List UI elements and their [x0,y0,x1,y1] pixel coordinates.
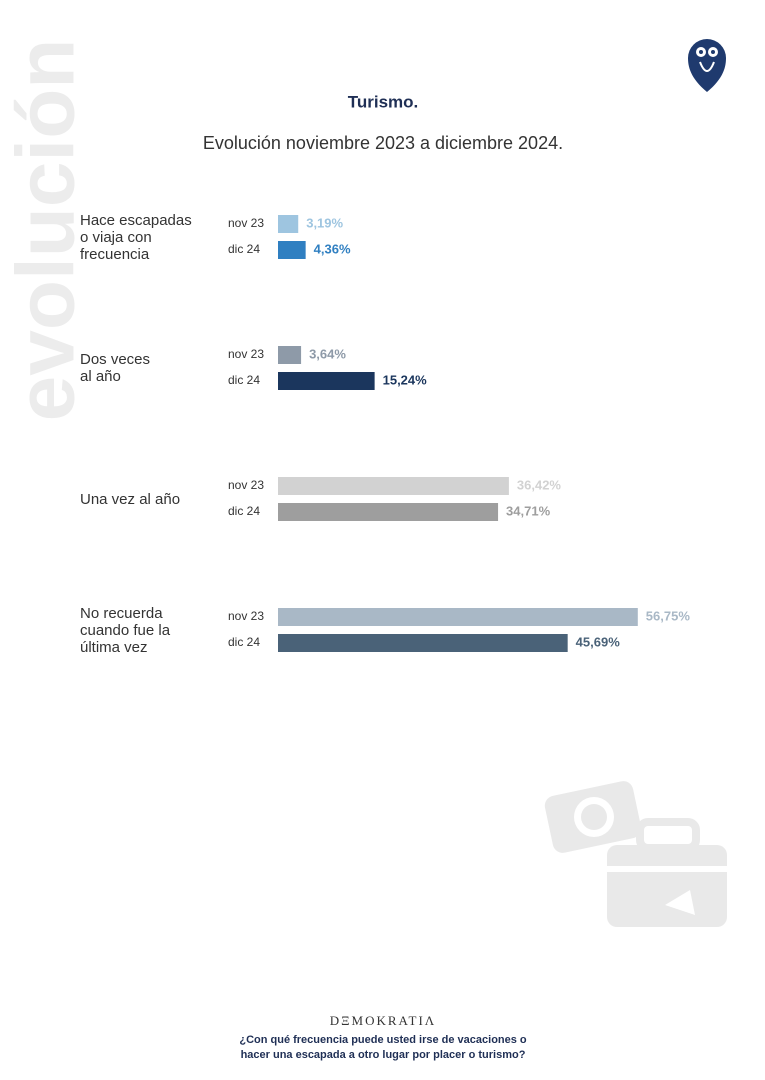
series-label: dic 24 [228,242,260,256]
series-label: nov 23 [228,609,264,623]
bar [278,372,375,390]
question: ¿Con qué frecuencia puede usted irse de … [239,1034,527,1046]
value-label: 3,19% [306,215,343,230]
series-label: dic 24 [228,635,260,649]
bar [278,215,299,233]
bar [278,346,302,364]
chart-subtitle: Evolución noviembre 2023 a diciembre 202… [203,133,563,153]
category-label: Dos veces al año [80,351,151,385]
category-label: No recuerda cuando fue la última vez [80,604,171,656]
series-label: dic 24 [228,373,260,387]
suitcase-icon [607,818,727,927]
watermark: evolución [1,39,92,422]
bar [278,608,638,626]
bar [278,503,499,521]
camera-icon [544,781,642,853]
series-label: nov 23 [228,478,264,492]
chart-title: Turismo. [348,92,419,111]
value-label: 4,36% [314,241,351,256]
series-label: nov 23 [228,347,264,361]
bar [278,241,306,259]
question: hacer una escapada a otro lugar por plac… [241,1049,526,1061]
bar [278,477,509,495]
value-label: 15,24% [383,372,428,387]
value-label: 34,71% [506,503,551,518]
value-label: 36,42% [517,477,562,492]
value-label: 56,75% [646,608,691,623]
owl-logo [688,39,726,92]
category-label: Hace escapadas o viaja con frecuencia [80,211,192,263]
value-label: 45,69% [576,634,621,649]
category-label: Una vez al año [80,490,181,508]
value-label: 3,64% [309,346,346,361]
brand: DΞMOKRATIΛ [330,1013,436,1028]
series-label: dic 24 [228,504,260,518]
series-label: nov 23 [228,216,264,230]
bar [278,634,568,652]
